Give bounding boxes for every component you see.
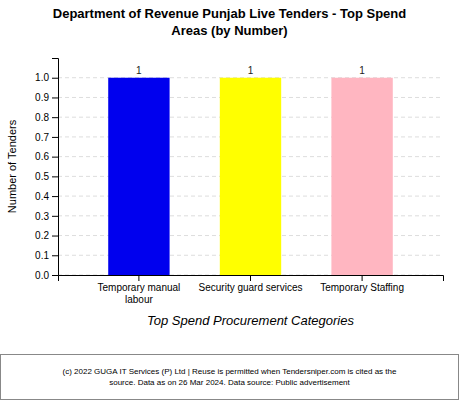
x-axis-line	[59, 276, 444, 282]
y-tick-mark	[52, 275, 58, 276]
y-tick-mark	[52, 117, 58, 118]
y-tick-mark	[52, 255, 58, 256]
y-tick-mark	[52, 137, 58, 138]
y-tick-mark	[52, 157, 58, 158]
y-tick: 0.4	[35, 191, 58, 202]
y-axis: 0.0 0.1 0.2 0.3 0.4 0.5 0.6 0.7 0.8 0.9 1.0	[35, 59, 58, 281]
footer-text-line: source. Data as on 26 Mar 2024. Data sou…	[109, 378, 350, 387]
y-tick-label: 0.4	[35, 191, 49, 202]
footer-text-line: (c) 2022 GUGA IT Services (P) Ltd | Reus…	[63, 367, 397, 376]
bars	[108, 78, 393, 275]
y-tick: 0.2	[35, 230, 58, 241]
bar	[331, 78, 392, 275]
y-tick: 0.9	[35, 92, 58, 103]
y-tick-mark	[52, 78, 58, 79]
y-tick-label: 0.9	[35, 92, 49, 103]
footer-box	[1, 355, 459, 400]
y-tick-label: 0.6	[35, 151, 49, 162]
x-tick: Temporary Staffing	[320, 275, 404, 293]
x-tick-label-line: labour	[125, 294, 153, 305]
x-tick-mark	[250, 275, 251, 281]
y-tick-label: 0.8	[35, 112, 49, 123]
data-label: 1	[136, 65, 142, 76]
x-tick-label-line: Temporary manual	[97, 282, 180, 293]
y-tick-mark	[52, 196, 58, 197]
y-tick-label: 1.0	[35, 72, 49, 83]
x-tick-label-line: Security guard services	[199, 282, 303, 293]
data-labels: 1 1 1	[136, 65, 365, 76]
x-tick-label-line: Temporary Staffing	[320, 282, 404, 293]
y-tick-mark	[52, 216, 58, 217]
y-tick-label: 0.7	[35, 132, 49, 143]
x-tick: Security guard services	[199, 275, 303, 293]
y-tick-label: 0.2	[35, 230, 49, 241]
bar	[220, 78, 281, 275]
x-axis-title: Top Spend Procurement Categories	[147, 313, 354, 328]
y-axis-title: Number of Tenders	[6, 119, 18, 213]
title-line: Department of Revenue Punjab Live Tender…	[53, 6, 407, 21]
title-line: Areas (by Number)	[171, 23, 287, 38]
y-tick-mark	[52, 236, 58, 237]
y-tick-label: 0.5	[35, 171, 49, 182]
plot: 1 1 1 0.0 0.1 0.2 0.3 0.4 0.5 0.6 0.7 0.8 0.9 1.0 Temp…	[35, 59, 443, 305]
y-tick: 0.0	[35, 270, 58, 281]
y-tick-mark	[52, 97, 58, 98]
y-tick: 0.7	[35, 132, 58, 143]
y-tick: 0.1	[35, 250, 58, 261]
grid	[58, 78, 443, 275]
y-tick: 0.5	[35, 171, 58, 182]
y-tick-mark	[52, 176, 58, 177]
x-tick-label: Temporary manuallabour	[97, 282, 180, 305]
bar	[108, 78, 169, 275]
x-tick-label: Temporary Staffing	[320, 282, 404, 293]
y-axis-line	[52, 59, 59, 276]
y-tick-label: 0.0	[35, 270, 49, 281]
y-tick: 0.3	[35, 211, 58, 222]
x-tick: Temporary manuallabour	[97, 275, 180, 305]
title: Department of Revenue Punjab Live Tender…	[53, 6, 407, 38]
data-label: 1	[248, 65, 254, 76]
x-axis: Temporary manuallabour Security guard ser…	[59, 275, 444, 305]
y-tick-label: 0.1	[35, 250, 49, 261]
y-tick: 0.8	[35, 112, 58, 123]
chart: Department of Revenue Punjab Live Tender…	[0, 0, 459, 400]
y-tick: 1.0	[35, 72, 58, 83]
x-tick-mark	[138, 275, 139, 281]
footer-text: (c) 2022 GUGA IT Services (P) Ltd | Reus…	[63, 367, 397, 387]
data-label: 1	[359, 65, 365, 76]
footer: (c) 2022 GUGA IT Services (P) Ltd | Reus…	[1, 355, 459, 400]
y-tick-label: 0.3	[35, 211, 49, 222]
x-tick-mark	[362, 275, 363, 281]
y-tick: 0.6	[35, 151, 58, 162]
x-tick-label: Security guard services	[199, 282, 303, 293]
